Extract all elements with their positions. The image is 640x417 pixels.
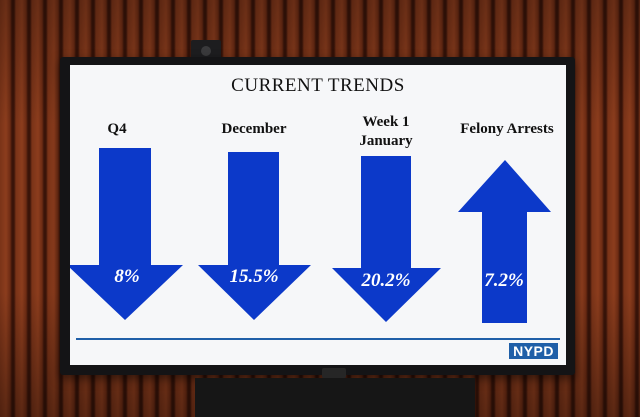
monitor-camera bbox=[322, 368, 346, 378]
trend-label-felony-arrests: Felony Arrests bbox=[460, 121, 554, 137]
trend-value-week1: 20.2% bbox=[361, 270, 411, 291]
arrow-q4-down-icon bbox=[70, 148, 183, 320]
wall-mount-bracket bbox=[191, 40, 221, 62]
arrow-december-down-icon bbox=[198, 152, 311, 320]
presentation-slide: CURRENT TRENDS Q4 December Week 1 Januar… bbox=[70, 65, 566, 365]
trend-label-december: December bbox=[221, 121, 287, 137]
monitor-stand bbox=[195, 378, 475, 417]
trend-label-week1-january: Week 1 January bbox=[359, 114, 413, 149]
arrows-layer bbox=[70, 148, 551, 323]
arrow-felony-up-icon bbox=[458, 160, 551, 323]
arrow-week1-down-icon bbox=[332, 156, 441, 322]
trend-value-q4: 8% bbox=[114, 266, 140, 287]
nypd-logo: NYPD bbox=[509, 343, 558, 359]
trend-value-december: 15.5% bbox=[229, 266, 279, 287]
slide-title: CURRENT TRENDS bbox=[231, 75, 405, 96]
footer-rule bbox=[76, 338, 560, 340]
trend-value-felony-arrests: 7.2% bbox=[484, 270, 524, 291]
trend-label-q4: Q4 bbox=[107, 121, 127, 137]
